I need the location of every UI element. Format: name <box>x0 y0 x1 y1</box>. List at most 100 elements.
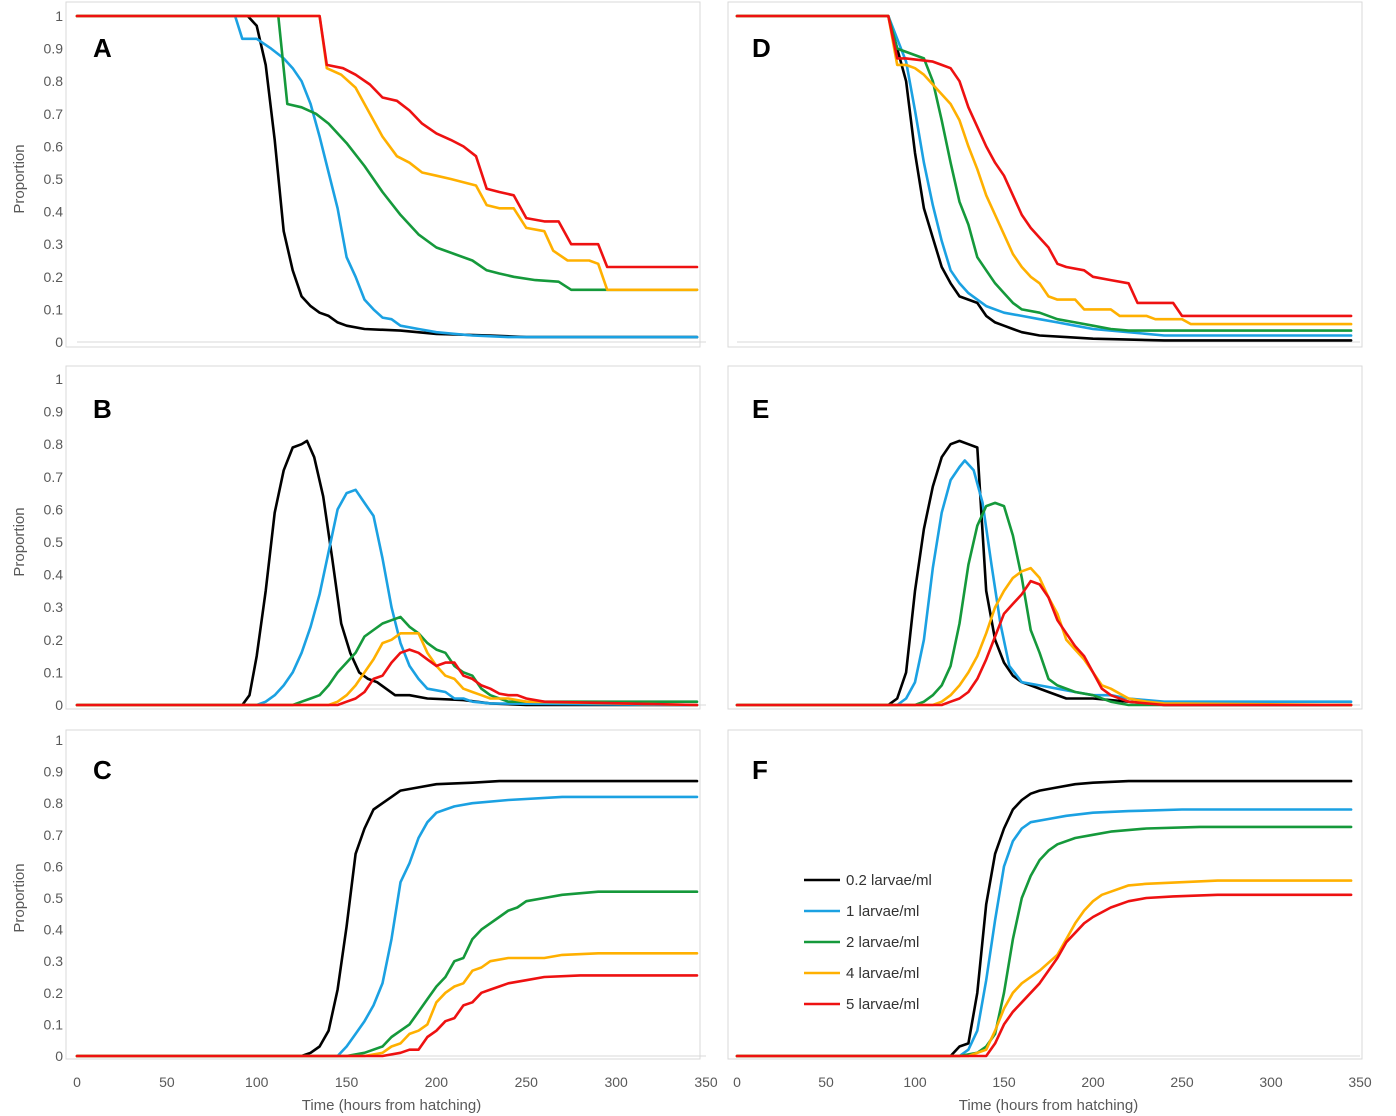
panel-f: 0 50 100 150 200 250 300 350 Time (hours from ha… <box>727 729 1372 1114</box>
legend: 0.2 larvae/ml 1 larvae/ml 2 larvae/ml 4 lar… <box>804 872 932 1013</box>
panel-frame <box>727 1 1363 348</box>
y-tick-label: 0.9 <box>44 41 64 57</box>
legend-label: 2 larvae/ml <box>846 934 919 951</box>
panel-label: A <box>93 33 112 63</box>
panel-frame <box>65 1 701 348</box>
panel-label: F <box>752 755 768 785</box>
y-tick-label: 0 <box>55 334 63 350</box>
series-line-5 <box>75 974 699 1058</box>
series-line-4 <box>735 14 1353 326</box>
y-tick-label: 0.1 <box>44 664 64 680</box>
series-line-5 <box>735 893 1353 1058</box>
y-tick-label: 1 <box>55 371 63 387</box>
y-tick-label: 1 <box>55 732 63 748</box>
y-tick-label: 0.6 <box>44 858 64 874</box>
y-tick-label: 0.5 <box>44 534 64 550</box>
x-axis-label: Time (hours from hatching) <box>959 1097 1139 1114</box>
series-line-5 <box>735 14 1353 318</box>
panel-frame <box>65 729 701 1060</box>
series-line-0-2 <box>75 14 699 339</box>
series-line-1 <box>75 795 699 1058</box>
x-tick-label: 300 <box>1259 1074 1283 1090</box>
panel-c: 0 0.1 0.2 0.3 0.4 0.5 0.6 0.7 0.8 0.9 1 0 50 100 150 20… <box>11 729 718 1114</box>
y-tick-label: 0 <box>55 697 63 713</box>
y-tick-label: 0.5 <box>44 890 64 906</box>
x-tick-label: 300 <box>604 1074 628 1090</box>
series-line-0-2 <box>75 439 699 707</box>
y-tick-label: 0.2 <box>44 269 64 285</box>
legend-label: 1 larvae/ml <box>846 903 919 920</box>
series-line-4 <box>735 566 1353 707</box>
y-tick-label: 0.4 <box>44 567 64 583</box>
series-line-0-2 <box>735 439 1353 707</box>
y-tick-label: 0.1 <box>44 301 64 317</box>
series-line-5 <box>735 579 1353 707</box>
legend-item: 2 larvae/ml <box>804 934 919 951</box>
y-tick-label: 0.8 <box>44 73 64 89</box>
panel-a: 0 0.1 0.2 0.3 0.4 0.5 0.6 0.7 0.8 0.9 1 Proportion A <box>11 1 706 350</box>
panel-frame <box>727 365 1363 710</box>
y-tick-label: 0.3 <box>44 953 64 969</box>
legend-label: 5 larvae/ml <box>846 996 919 1013</box>
series-line-2 <box>75 890 699 1058</box>
y-tick-label: 0.9 <box>44 764 64 780</box>
series-line-4 <box>75 632 699 707</box>
y-tick-label: 0.9 <box>44 404 64 420</box>
y-tick-label: 0 <box>55 1048 63 1064</box>
panel-b: 0 0.1 0.2 0.3 0.4 0.5 0.6 0.7 0.8 0.9 1 Proportion B <box>11 365 706 713</box>
panel-d: D <box>727 1 1363 348</box>
series-line-0-2 <box>735 779 1353 1058</box>
legend-item: 1 larvae/ml <box>804 903 919 920</box>
y-tick-label: 0.2 <box>44 632 64 648</box>
x-tick-label: 200 <box>425 1074 449 1090</box>
x-tick-label: 350 <box>1348 1074 1372 1090</box>
panel-label: D <box>752 33 771 63</box>
x-tick-label: 100 <box>245 1074 269 1090</box>
y-tick-label: 0.8 <box>44 795 64 811</box>
x-tick-label: 0 <box>73 1074 81 1090</box>
series-line-2 <box>735 14 1353 332</box>
y-axis-label: Proportion <box>11 144 28 213</box>
y-tick-label: 0.4 <box>44 922 64 938</box>
y-tick-label: 0.3 <box>44 599 64 615</box>
y-tick-label: 0.7 <box>44 827 64 843</box>
y-tick-label: 0.2 <box>44 985 64 1001</box>
x-tick-label: 100 <box>903 1074 927 1090</box>
x-tick-label: 50 <box>159 1074 175 1090</box>
y-tick-label: 0.5 <box>44 171 64 187</box>
series-line-5 <box>75 648 699 707</box>
y-tick-label: 0.3 <box>44 236 64 252</box>
series-line-4 <box>735 879 1353 1058</box>
legend-label: 4 larvae/ml <box>846 965 919 982</box>
x-tick-label: 250 <box>1170 1074 1194 1090</box>
series-line-0-2 <box>75 779 699 1058</box>
panel-label: E <box>752 394 769 424</box>
series-line-1 <box>75 14 699 339</box>
panel-e: E <box>727 365 1363 710</box>
legend-item: 0.2 larvae/ml <box>804 872 932 889</box>
x-tick-label: 150 <box>992 1074 1016 1090</box>
x-tick-label: 0 <box>733 1074 741 1090</box>
y-tick-label: 0.4 <box>44 204 64 220</box>
legend-item: 4 larvae/ml <box>804 965 919 982</box>
y-tick-label: 0.7 <box>44 106 64 122</box>
series-line-4 <box>75 952 699 1058</box>
x-tick-label: 350 <box>694 1074 718 1090</box>
panel-label: B <box>93 394 112 424</box>
panel-frame <box>727 729 1363 1060</box>
y-axis-label: Proportion <box>11 863 28 932</box>
y-tick-label: 0.8 <box>44 436 64 452</box>
legend-label: 0.2 larvae/ml <box>846 872 932 889</box>
legend-item: 5 larvae/ml <box>804 996 919 1013</box>
y-tick-label: 0.6 <box>44 501 64 517</box>
series-line-5 <box>75 14 699 269</box>
x-tick-label: 200 <box>1081 1074 1105 1090</box>
series-line-4 <box>75 14 699 292</box>
y-axis-label: Proportion <box>11 507 28 576</box>
series-line-2 <box>75 615 699 707</box>
series-line-0-2 <box>735 14 1353 342</box>
series-line-2 <box>75 14 699 292</box>
series-line-2 <box>735 501 1353 707</box>
series-line-1 <box>735 808 1353 1058</box>
